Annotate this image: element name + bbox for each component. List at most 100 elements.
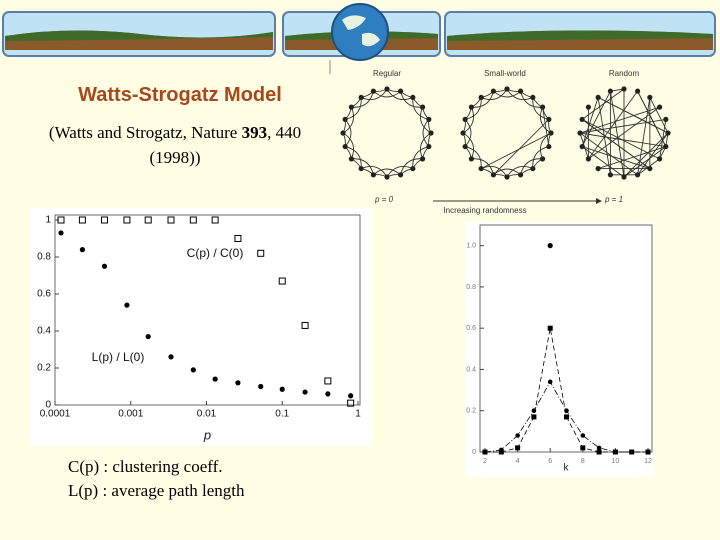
ring-edge — [532, 146, 549, 169]
ring-node — [340, 130, 346, 136]
x-tick-label: 0.0001 — [40, 409, 71, 420]
network-diagram — [340, 86, 671, 180]
ring-edge — [386, 166, 414, 178]
ring-node — [585, 156, 592, 162]
ring-edge — [609, 91, 625, 178]
ring-edge — [462, 132, 474, 160]
ring-edge — [351, 158, 374, 175]
ring-node — [504, 86, 510, 92]
ring-node — [426, 143, 432, 150]
notes: C(p) : clustering coeff. L(p) : average … — [68, 455, 245, 503]
ring-edge — [345, 146, 362, 169]
data-point — [279, 386, 285, 392]
data-point — [124, 302, 130, 308]
ring-node — [348, 156, 355, 162]
y-tick-label: 0 — [45, 400, 51, 411]
x-tick-label: 12 — [644, 458, 652, 465]
ring-edge — [623, 146, 667, 178]
ring-node — [410, 94, 416, 101]
y-tick-label: 0.8 — [466, 284, 476, 291]
x-tick-label: 2 — [483, 458, 487, 465]
ring-edge — [493, 90, 521, 98]
plot-frame — [479, 224, 653, 453]
ring-node — [663, 116, 669, 123]
y-tick-label: 0.6 — [37, 289, 51, 300]
ring-edge — [579, 118, 666, 134]
ring-node — [462, 116, 468, 123]
ring-node — [663, 143, 669, 150]
ring-node — [634, 172, 641, 178]
ring-edge — [493, 168, 521, 176]
ring-node — [517, 88, 524, 94]
x-tick-label: 1 — [355, 409, 361, 420]
ring-edge — [540, 106, 552, 134]
ring-node — [490, 172, 497, 178]
ring-edge — [637, 97, 651, 175]
data-point — [257, 249, 265, 257]
y-tick-label: 0 — [472, 449, 476, 456]
ring-edge — [579, 132, 666, 148]
y-tick-label: 0.8 — [37, 252, 51, 263]
ring-node — [539, 104, 546, 110]
diagram-label: Small-world — [484, 69, 526, 78]
ring-node — [607, 88, 614, 94]
ring-node — [419, 104, 426, 110]
ring-node — [530, 165, 536, 172]
ring-node — [468, 104, 475, 110]
ring-node — [621, 86, 627, 92]
ring-edge — [597, 146, 666, 170]
slide-title: Watts-Strogatz Model — [78, 84, 282, 106]
ring-edge — [386, 88, 414, 100]
data-point — [645, 449, 651, 455]
ring-edge — [579, 132, 638, 176]
ring-edge — [588, 90, 638, 160]
data-point — [515, 445, 521, 451]
data-point — [348, 393, 354, 399]
ring-node — [460, 130, 466, 136]
ring-edge — [360, 88, 388, 100]
ring-edge — [542, 107, 550, 147]
data-point — [145, 333, 151, 340]
data-point — [580, 445, 586, 451]
ring-edge — [420, 106, 432, 134]
ring-node — [579, 116, 585, 123]
ring-node — [419, 156, 426, 162]
ring-node — [647, 165, 653, 172]
ring-node — [490, 88, 497, 94]
citation: (Watts and Strogatz, Nature 393, 440 (19… — [25, 120, 325, 170]
data-point — [101, 263, 108, 269]
ring-edge — [493, 119, 550, 176]
series-label: C(p) / C(0) — [187, 246, 244, 260]
ring-edge — [400, 91, 423, 108]
ring-edge — [342, 106, 354, 134]
y-tick-label: 0.2 — [37, 363, 51, 374]
ring-edge — [506, 88, 534, 100]
diagram-label: Random — [609, 69, 640, 78]
plot-frame — [54, 214, 361, 406]
ring-edge — [345, 97, 362, 120]
data-point — [547, 243, 553, 249]
ring-node — [665, 130, 671, 136]
data-point — [515, 433, 520, 438]
ring-node — [656, 156, 663, 162]
ring-edge — [520, 91, 543, 108]
ring-edge — [412, 97, 429, 120]
ring-node — [539, 156, 546, 162]
x-tick-label: 6 — [548, 458, 552, 465]
ring-node — [478, 94, 484, 101]
arrow-label: Increasing randomness — [443, 206, 526, 215]
data-point — [144, 216, 152, 224]
ring-edge — [581, 88, 625, 120]
data-point — [531, 414, 537, 420]
data-point — [482, 449, 488, 455]
ring-node — [585, 104, 592, 110]
ring-node — [621, 174, 627, 180]
ring-edge — [597, 97, 669, 134]
data-point — [564, 408, 569, 414]
note: L(p) : average path length — [68, 481, 245, 500]
ring-node — [468, 156, 475, 162]
data-point — [324, 377, 332, 385]
citation-volume: 393 — [241, 123, 268, 142]
ring-node — [530, 94, 536, 101]
